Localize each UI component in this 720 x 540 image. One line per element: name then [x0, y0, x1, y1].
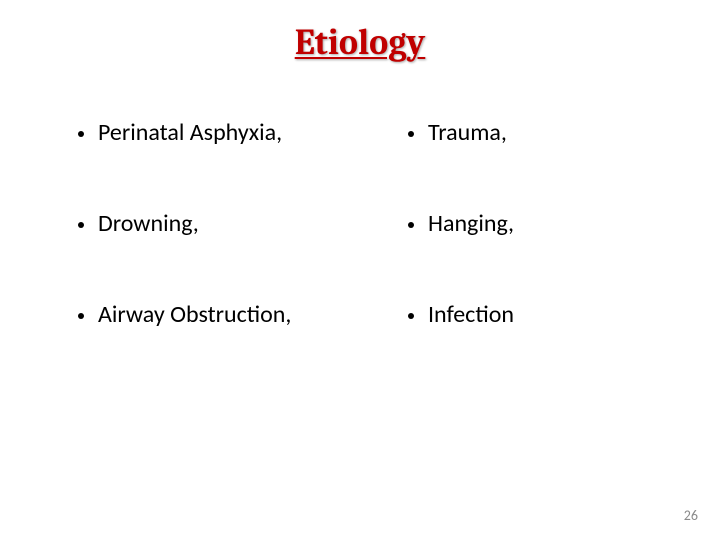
bullet-text: Airway Obstruction, — [98, 300, 291, 329]
bullet-icon — [78, 222, 84, 228]
bullet-text: Perinatal Asphyxia, — [98, 118, 282, 147]
slide: Etiology Perinatal Asphyxia, Trauma, Dro… — [0, 0, 720, 540]
bullet-grid: Perinatal Asphyxia, Trauma, Drowning, Ha… — [78, 118, 660, 329]
bullet-icon — [408, 131, 414, 137]
list-item: Trauma, — [408, 118, 660, 147]
bullet-icon — [78, 131, 84, 137]
bullet-text: Hanging, — [428, 209, 514, 238]
list-item: Perinatal Asphyxia, — [78, 118, 388, 147]
bullet-text: Drowning, — [98, 209, 199, 238]
list-item: Hanging, — [408, 209, 660, 238]
bullet-text: Infection — [428, 300, 514, 329]
slide-title: Etiology — [0, 22, 720, 63]
page-number: 26 — [684, 507, 698, 524]
list-item: Drowning, — [78, 209, 388, 238]
bullet-icon — [408, 222, 414, 228]
list-item: Airway Obstruction, — [78, 300, 388, 329]
bullet-text: Trauma, — [428, 118, 507, 147]
bullet-icon — [408, 313, 414, 319]
bullet-icon — [78, 313, 84, 319]
list-item: Infection — [408, 300, 660, 329]
